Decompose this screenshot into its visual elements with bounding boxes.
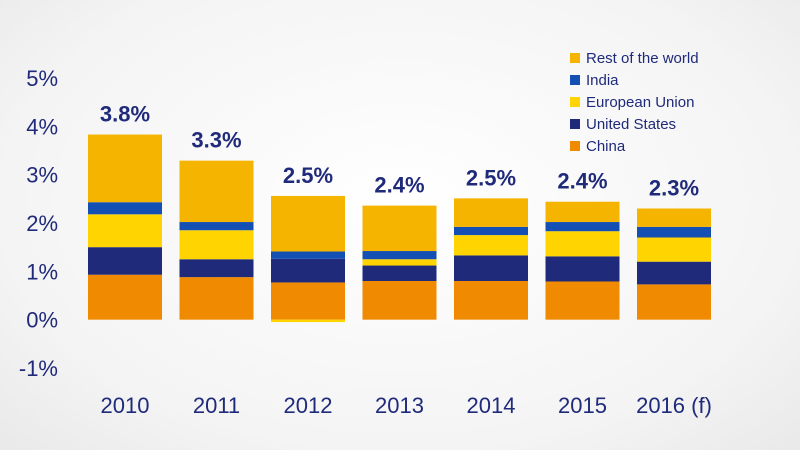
legend-swatch [570,75,580,85]
y-tick-label: 0% [26,308,58,333]
y-axis: -1% 0% 1% 2% 3% 4% 5% [19,66,58,381]
bar-segment-united-states [454,255,528,281]
bars [88,134,711,323]
bar-segment-china [545,281,620,320]
bar-segment-india [545,222,620,232]
x-axis: 2010 2011 2012 2013 2014 2015 2016 (f) [101,393,712,418]
bar-segment-united-states [362,265,437,281]
legend-swatch [570,53,580,63]
bar-segment-india [179,222,254,231]
bar-segment-china [637,284,711,320]
y-tick-label: -1% [19,356,58,381]
bar-segment-european-union [454,235,528,256]
legend-label: United States [586,116,676,133]
bar-segment-european-union [271,319,345,323]
x-tick-label: 2014 [467,393,516,418]
bar-segment-china [179,277,254,320]
bar-segment-united-states [637,261,711,285]
y-tick-label: 3% [26,163,58,188]
bar-segment-united-states [271,258,345,283]
legend-swatch [570,141,580,151]
bar-segment-united-states [179,259,254,278]
total-label: 3.8% [100,102,150,127]
y-tick-label: 5% [26,66,58,91]
x-tick-label: 2013 [375,393,424,418]
total-labels: 3.8% 3.3% 2.5% 2.4% 2.5% 2.4% 2.3% [100,102,699,201]
bar-segment-india [88,202,162,215]
legend-label: China [586,138,626,155]
legend-swatch [570,97,580,107]
bar-segment-china [271,282,345,320]
total-label: 2.5% [283,163,333,188]
bar-segment-rest-of-the-world [271,195,345,252]
bar-segment-european-union [545,231,620,257]
bar-segment-india [637,226,711,238]
total-label: 3.3% [191,128,241,153]
total-label: 2.5% [466,165,516,190]
bar-segment-india [362,251,437,260]
bar-segment-european-union [88,214,162,248]
bar-segment-rest-of-the-world [88,134,162,203]
bar-segment-european-union [362,259,437,266]
legend-label: Rest of the world [586,50,699,67]
y-tick-label: 1% [26,259,58,284]
bar-segment-rest-of-the-world [362,205,437,252]
y-tick-label: 4% [26,114,58,139]
total-label: 2.4% [374,173,424,198]
total-label: 2.4% [557,169,607,194]
bar-segment-rest-of-the-world [454,198,528,227]
total-label: 2.3% [649,176,699,201]
bar-segment-china [454,281,528,320]
x-tick-label: 2010 [101,393,150,418]
legend: Rest of the world India European Union Unit… [570,50,699,155]
legend-label: European Union [586,94,694,111]
bar-segment-united-states [545,256,620,282]
x-tick-label: 2011 [193,393,240,418]
bar-segment-china [88,274,162,320]
bar-segment-european-union [637,237,711,262]
x-tick-label: 2016 (f) [636,393,712,418]
x-tick-label: 2012 [284,393,333,418]
bar-segment-india [271,251,345,259]
bar-segment-india [454,226,528,236]
x-tick-label: 2015 [558,393,607,418]
bar-segment-european-union [179,230,254,260]
bar-segment-rest-of-the-world [545,201,620,223]
bar-segment-rest-of-the-world [637,208,711,227]
legend-swatch [570,119,580,129]
y-tick-label: 2% [26,211,58,236]
bar-segment-rest-of-the-world [179,160,254,223]
bar-segment-china [362,281,437,320]
bar-segment-united-states [88,247,162,275]
legend-label: India [586,72,619,89]
